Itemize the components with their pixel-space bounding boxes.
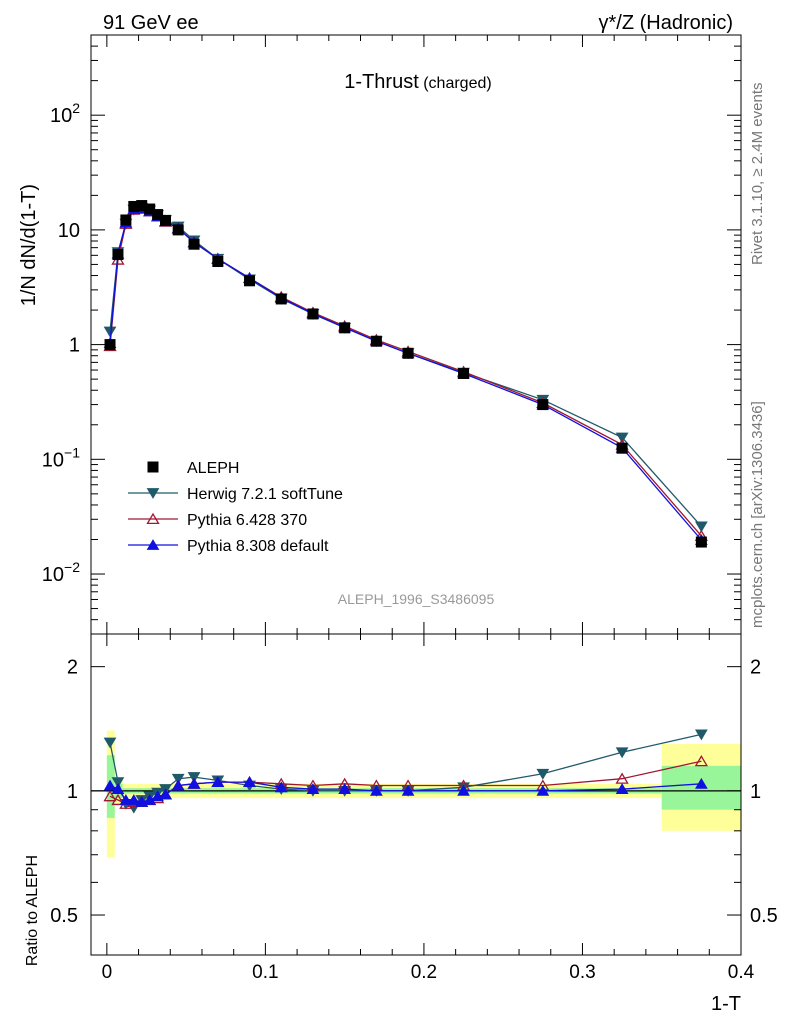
main-y-tick-label: 102 xyxy=(50,100,80,127)
header-left: 91 GeV ee xyxy=(103,12,199,34)
ratio-point xyxy=(111,793,125,806)
ratio-point xyxy=(171,779,185,791)
ratio-point xyxy=(694,777,708,789)
data-point xyxy=(244,275,256,287)
ratio-point xyxy=(401,784,415,796)
ratio-point xyxy=(338,783,352,794)
x-axis-label: 1-T xyxy=(711,993,741,1015)
x-tick-label: 0.1 xyxy=(252,962,278,983)
data-point xyxy=(402,347,414,359)
main-y-tick-label: 1 xyxy=(69,335,80,357)
main-panel: 102 10 1 10−1 10−2 xyxy=(42,34,742,955)
data-point xyxy=(136,200,148,212)
data-point xyxy=(188,238,200,250)
ratio-point xyxy=(274,781,288,793)
ratio-point xyxy=(615,772,629,784)
data-point xyxy=(370,335,382,347)
legend-marker xyxy=(146,539,160,550)
x-tick-label: 0 xyxy=(102,962,113,983)
main-ylabel: 1/N dN/d(1-T) xyxy=(18,184,40,306)
data-point xyxy=(339,322,351,334)
data-point xyxy=(120,214,132,226)
data-point xyxy=(152,209,164,221)
mc-point xyxy=(103,326,117,338)
data-point xyxy=(144,203,156,215)
data-point xyxy=(275,293,287,305)
legend: ALEPH Herwig 7.2.1 softTune Pythia 6.428 3… xyxy=(128,460,343,555)
data-point xyxy=(104,339,116,351)
plot-title-main: 1-Thrust xyxy=(344,71,419,93)
ratio-point xyxy=(159,788,172,800)
x-tick-label: 0.2 xyxy=(411,962,437,983)
ratio-point xyxy=(111,777,125,789)
ratio-point xyxy=(187,777,201,789)
data-point xyxy=(458,367,470,379)
data-point xyxy=(212,256,224,268)
main-y-tick-label: 10 xyxy=(58,220,80,242)
data-point xyxy=(112,249,124,261)
ratio-point xyxy=(211,776,225,788)
x-tick-label: 0.4 xyxy=(728,962,755,983)
ratio-point xyxy=(694,729,708,741)
rivet-label: Rivet 3.1.10, ≥ 2.4M events xyxy=(749,83,766,266)
legend-label: Herwig 7.2.1 softTune xyxy=(187,486,343,503)
legend-label: ALEPH xyxy=(187,460,239,477)
ratio-point xyxy=(103,790,117,802)
legend-label: Pythia 8.308 default xyxy=(187,538,329,555)
legend-label: Pythia 6.428 370 xyxy=(187,512,307,529)
ratio-point xyxy=(694,754,709,767)
ratio-point xyxy=(615,747,629,759)
ratio-point xyxy=(536,784,550,796)
data-point xyxy=(616,442,628,454)
main-y-tick-label: 10−1 xyxy=(42,444,80,471)
plot-title: 1-Thrust (charged) xyxy=(344,71,491,93)
data-point xyxy=(172,224,184,236)
ratio-ylabel: Ratio to ALEPH xyxy=(24,855,41,966)
data-point xyxy=(160,214,172,226)
ratio-point xyxy=(103,737,117,749)
legend-marker xyxy=(146,512,160,525)
ratio-point xyxy=(306,783,320,794)
mcplots-label: mcplots.cern.ch [arXiv:1306.3436] xyxy=(749,401,766,628)
mc-point xyxy=(694,521,708,533)
ratio-y-tick-label: 0.5 xyxy=(50,905,78,927)
ratio-y-tick-label-right: 1 xyxy=(750,781,761,803)
data-point xyxy=(307,308,319,320)
data-point xyxy=(695,536,707,548)
main-y-tick-label: 10−2 xyxy=(42,559,80,586)
ratio-point xyxy=(536,768,550,780)
ratio-point xyxy=(243,776,256,788)
header-right: γ*/Z (Hadronic) xyxy=(599,12,733,34)
ratio-point xyxy=(103,779,117,791)
ratio-point xyxy=(187,772,201,783)
ratio-frame xyxy=(90,633,742,956)
ratio-point xyxy=(111,783,125,794)
data-point xyxy=(537,399,549,411)
ratio-panel: 0 0.1 0.2 0.3 0.4 2 2 1 1 0.5 0.5 xyxy=(50,633,778,983)
legend-marker xyxy=(146,488,160,499)
ratio-point xyxy=(119,794,133,805)
ratio-y-tick-label-right: 0.5 xyxy=(750,905,778,927)
ratio-point xyxy=(171,773,185,785)
legend-marker xyxy=(147,461,159,473)
ratio-point xyxy=(457,784,470,796)
ratio-y-tick-label: 2 xyxy=(67,657,78,679)
ratio-point xyxy=(615,783,629,794)
analysis-id: ALEPH_1996_S3486095 xyxy=(338,591,495,607)
data-point xyxy=(128,200,140,212)
ratio-y-tick-label: 1 xyxy=(67,781,78,803)
ratio-y-tick-label-right: 2 xyxy=(750,657,761,679)
ratio-point xyxy=(127,794,141,805)
x-tick-label: 0.3 xyxy=(569,962,595,983)
plot-title-sub: (charged) xyxy=(423,75,491,92)
mc-point xyxy=(615,432,629,444)
ratio-point xyxy=(369,784,383,796)
